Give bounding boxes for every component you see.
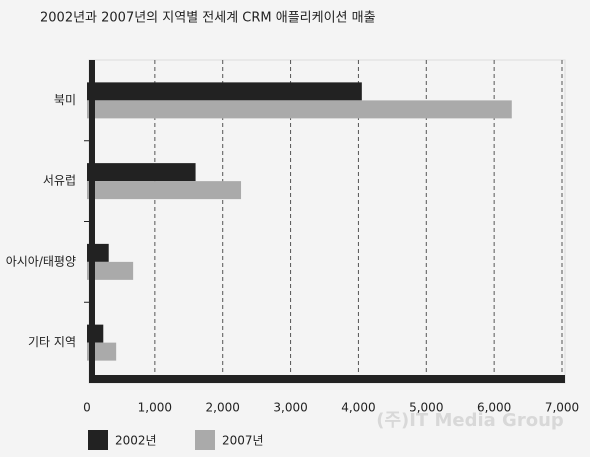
legend-label: 2007년	[222, 434, 264, 448]
legend-swatch	[88, 430, 108, 450]
x-tick-label: 2,000	[206, 401, 240, 415]
y-tick-label: 아시아/태평양	[6, 254, 76, 268]
x-tick-label: 4,000	[341, 401, 375, 415]
y-tick-label: 서유럽	[43, 174, 76, 188]
bar	[87, 181, 242, 200]
bar	[87, 100, 512, 119]
watermark: (주)IT Media Group	[376, 410, 564, 431]
chart-title: 2002년과 2007년의 지역별 전세계 CRM 애플리케이션 매출	[40, 11, 376, 26]
y-tick-label: 기타 지역	[28, 335, 76, 349]
x-tick-label: 5,000	[409, 401, 443, 415]
x-tick-label: 3,000	[273, 401, 307, 415]
y-axis	[89, 60, 95, 383]
x-tick-label: 1,000	[138, 401, 172, 415]
x-tick-label: 7,000	[545, 401, 579, 415]
x-tick-label: 0	[83, 401, 91, 415]
y-tick-label: 북미	[54, 93, 76, 107]
bar	[87, 163, 196, 182]
x-tick-label: 6,000	[477, 401, 511, 415]
bar	[87, 261, 134, 280]
legend-swatch	[195, 430, 215, 450]
bar	[87, 82, 362, 101]
legend-label: 2002년	[115, 434, 157, 448]
x-axis	[89, 375, 565, 383]
